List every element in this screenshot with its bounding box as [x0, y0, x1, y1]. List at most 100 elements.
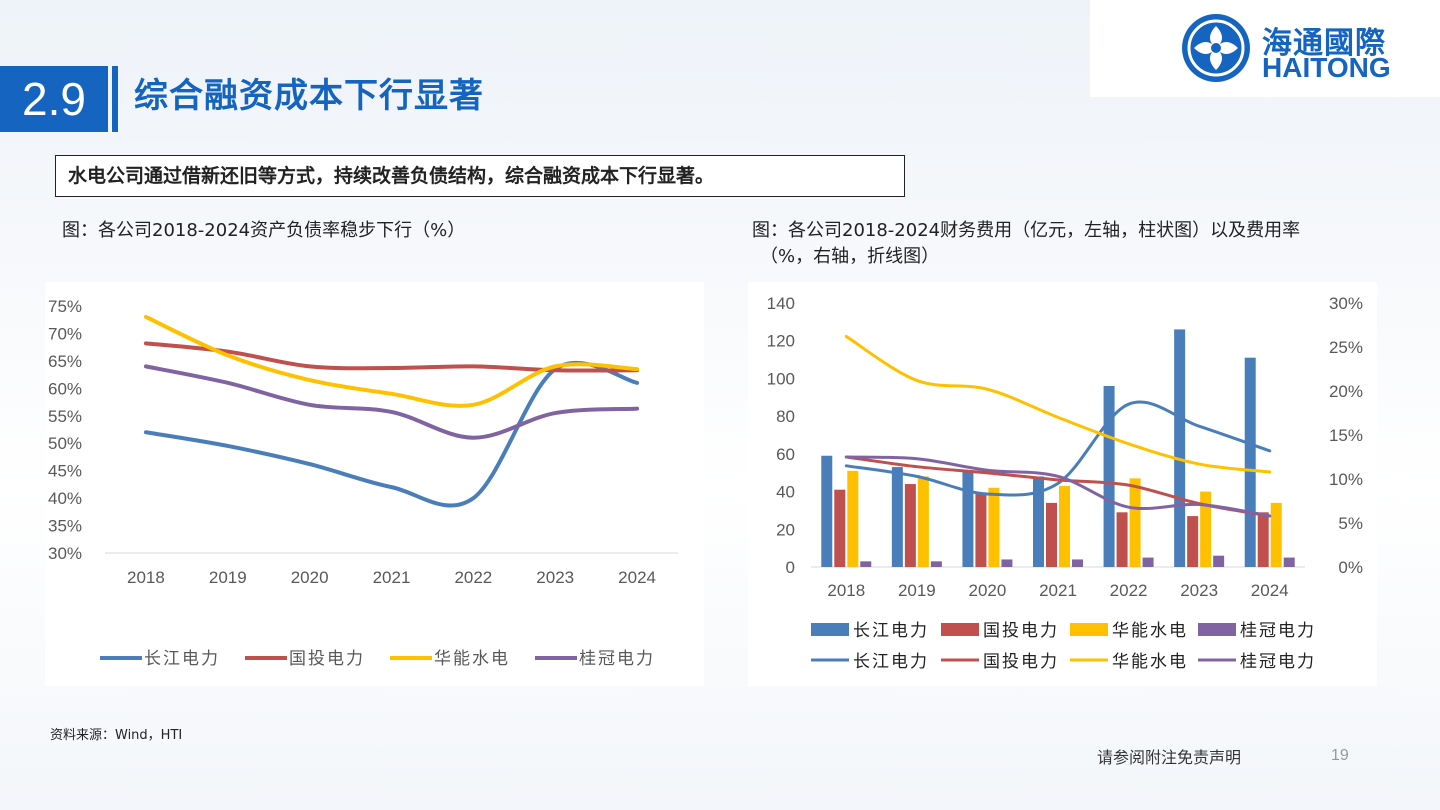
legend-label: 桂冠电力: [1240, 621, 1316, 641]
bar-国投电力: [834, 489, 846, 567]
right-chart-panel: 0 20 40 60 80 100 120 140 0% 5% 10% 15% 20% 25% 30% 2…: [748, 282, 1377, 686]
bar-桂冠电力: [1283, 557, 1295, 567]
x-tick-label: 2020: [291, 568, 329, 587]
x-tick-label: 2019: [209, 568, 247, 587]
y-tick-label: 60%: [48, 379, 82, 398]
y-tick-label: 70%: [48, 324, 82, 343]
x-tick-label: 2024: [618, 568, 656, 587]
y-tick-label: 50%: [48, 434, 82, 453]
y-tick-label: 55%: [48, 407, 82, 426]
x-tick-label: 2021: [373, 568, 411, 587]
bar-长江电力: [1033, 476, 1044, 567]
logo-chinese-text: 海通國際: [1262, 26, 1386, 61]
legend-label: 长江电力: [853, 621, 929, 641]
y-left-tick-label: 100: [767, 369, 795, 388]
y-right-tick-label: 20%: [1329, 382, 1363, 401]
y-tick-label: 40%: [48, 489, 82, 508]
y-left-tick-label: 20: [776, 520, 795, 539]
series-line-桂冠电力: [143, 364, 640, 440]
logo-english-text: HAITONG: [1262, 52, 1391, 83]
x-tick-label: 2022: [1110, 581, 1148, 600]
bar-国投电力: [975, 493, 987, 567]
legend-label: 长江电力: [853, 652, 929, 672]
series-line-长江电力: [143, 360, 640, 508]
y-right-tick-label: 25%: [1329, 338, 1363, 357]
y-tick-label: 35%: [48, 517, 82, 536]
legend-label: 国投电力: [983, 652, 1059, 672]
y-tick-label: 75%: [48, 297, 82, 316]
series-line-华能水电: [143, 314, 640, 408]
bar-华能水电: [847, 470, 859, 567]
legend-label: 华能水电: [434, 649, 510, 669]
x-tick-label: 2018: [827, 581, 865, 600]
bar-华能水电: [1059, 485, 1070, 567]
x-tick-label: 2021: [1039, 581, 1077, 600]
legend-label: 国投电力: [983, 621, 1059, 641]
bar-国投电力: [1046, 502, 1057, 567]
bar-长江电力: [1174, 329, 1186, 567]
disclaimer-link[interactable]: 请参阅附注免责声明: [1097, 748, 1242, 767]
x-tick-label: 2019: [898, 581, 936, 600]
left-chart-caption: 图：各公司2018-2024资产负债率稳步下行（%）: [62, 220, 466, 241]
bar-华能水电: [1200, 491, 1212, 567]
y-right-tick-label: 0%: [1338, 558, 1363, 577]
section-divider: [112, 66, 118, 132]
bar-国投电力: [1257, 512, 1269, 567]
legend-bar-swatch: [1070, 623, 1108, 636]
bar-国投电力: [1187, 516, 1199, 567]
summary-box: 水电公司通过借新还旧等方式，持续改善负债结构，综合融资成本下行显著。: [55, 155, 905, 197]
y-right-tick-label: 15%: [1329, 426, 1363, 445]
bar-长江电力: [962, 470, 974, 567]
bar-桂冠电力: [1001, 559, 1013, 567]
finance-cost-combo-chart: 0 20 40 60 80 100 120 140 0% 5% 10% 15% 20% 25% 30% 2…: [767, 294, 1363, 672]
logo-area: [1090, 0, 1440, 97]
legend-label: 长江电力: [144, 649, 220, 669]
legend-bar-swatch: [1198, 623, 1236, 636]
legend-label: 华能水电: [1112, 652, 1188, 672]
bar-长江电力: [1103, 385, 1115, 567]
y-tick-label: 45%: [48, 462, 82, 481]
y-right-tick-label: 10%: [1329, 470, 1363, 489]
bar-长江电力: [1244, 357, 1256, 567]
y-left-tick-label: 0: [786, 558, 795, 577]
y-left-tick-label: 120: [767, 332, 795, 351]
legend-label: 国投电力: [289, 649, 365, 669]
y-tick-label: 30%: [48, 544, 82, 563]
source-note: 资料来源：Wind，HTI: [50, 728, 183, 743]
rate-line-桂冠电力: [844, 455, 1272, 518]
x-tick-label: 2022: [454, 568, 492, 587]
left-chart-panel: 30% 35% 40% 45% 50% 55% 60% 65% 70% 75% 2018 2019 2…: [45, 282, 704, 686]
bar-国投电力: [1116, 512, 1128, 567]
y-right-tick-label: 30%: [1329, 294, 1363, 313]
bar-华能水电: [1270, 502, 1282, 567]
legend-label: 桂冠电力: [1240, 652, 1316, 672]
right-chart-caption-line1: 图：各公司2018-2024财务费用（亿元，左轴，柱状图）以及费用率: [752, 220, 1301, 241]
bar-桂冠电力: [930, 561, 942, 567]
bar-国投电力: [904, 484, 916, 567]
haitong-logo-icon: [1182, 14, 1250, 82]
section-number: 2.9: [0, 66, 108, 132]
x-tick-label: 2023: [1180, 581, 1218, 600]
bar-桂冠电力: [860, 561, 872, 567]
bar-桂冠电力: [1072, 559, 1083, 567]
y-left-tick-label: 60: [776, 445, 795, 464]
x-tick-label: 2018: [127, 568, 165, 587]
y-left-tick-label: 80: [776, 407, 795, 426]
x-tick-label: 2020: [969, 581, 1007, 600]
rate-line-华能水电: [844, 334, 1272, 474]
x-tick-label: 2023: [536, 568, 574, 587]
bar-华能水电: [1129, 478, 1141, 567]
legend-label: 华能水电: [1112, 621, 1188, 641]
bar-桂冠电力: [1142, 557, 1154, 567]
page-number: 19: [1331, 747, 1349, 764]
bar-桂冠电力: [1213, 555, 1225, 567]
bar-华能水电: [988, 487, 1000, 567]
bar-长江电力: [821, 455, 833, 567]
bar-华能水电: [917, 476, 929, 567]
series-line-国投电力: [143, 341, 640, 373]
y-right-tick-label: 5%: [1338, 514, 1363, 533]
debt-ratio-line-chart: 30% 35% 40% 45% 50% 55% 60% 65% 70% 75% 2018 2019 2…: [48, 297, 678, 669]
right-chart-caption-line2: （%，右轴，折线图）: [760, 246, 940, 267]
legend-bar-swatch: [811, 623, 849, 636]
bar-长江电力: [891, 467, 903, 567]
